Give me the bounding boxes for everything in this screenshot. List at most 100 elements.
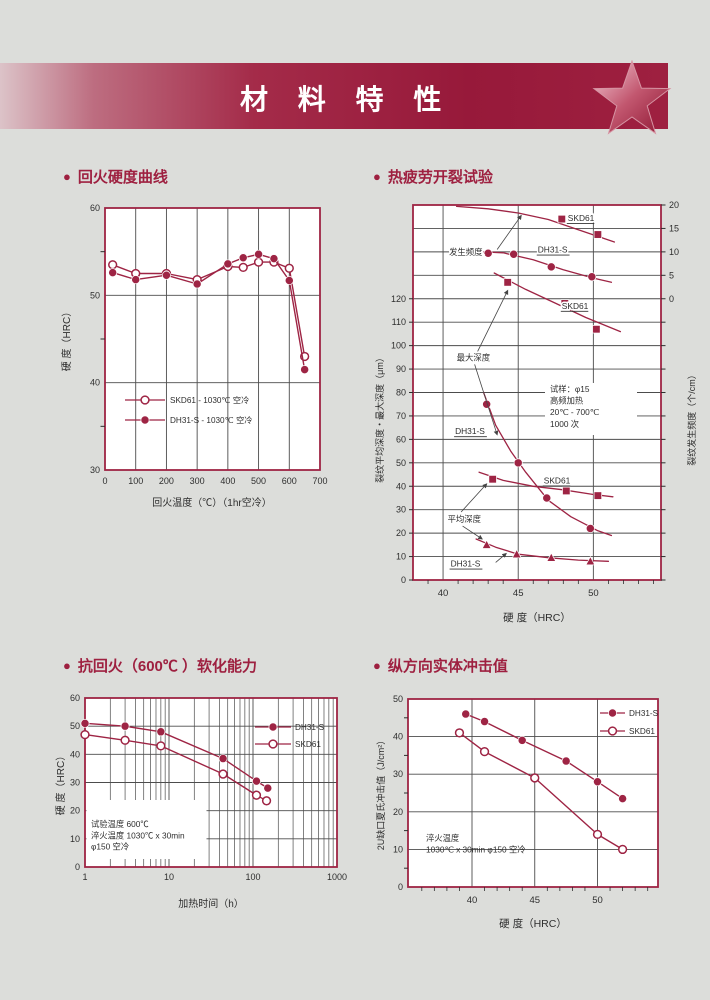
y-tick-label: 0: [398, 882, 403, 892]
x-tick-label: 50: [592, 895, 603, 906]
x-tick-label: 45: [529, 895, 540, 906]
data-point-filled-circle: [161, 270, 171, 280]
y-tick-label: 30: [90, 465, 100, 475]
series-curve: [475, 538, 610, 562]
data-point-filled-circle: [482, 399, 492, 409]
x-tick-label: 1: [82, 872, 87, 882]
data-point-square: [557, 214, 566, 224]
annotation-label: DH31-S: [538, 245, 568, 255]
legend-label: SKD61: [295, 740, 321, 749]
note-line: 1030℃ x 30min φ150 空冷: [426, 845, 526, 855]
x-tick-label: 500: [251, 476, 266, 486]
annotation-label: SKD61: [568, 213, 595, 223]
data-point-open-circle: [284, 263, 294, 273]
note-line: 淬火温度: [426, 833, 459, 843]
data-point-open-circle: [530, 773, 540, 783]
section-title-text: 热疲劳开裂试验: [387, 169, 493, 186]
note-line: 1000 次: [550, 419, 579, 429]
annotation-label: SKD61: [562, 301, 589, 311]
chart-text: 硬 度（HRC）: [60, 307, 73, 371]
data-point-filled-circle: [269, 254, 279, 264]
annotation-label: DH31-S: [451, 559, 481, 569]
annotation-arrow: [496, 214, 522, 250]
y-tick-label: 30: [393, 769, 403, 779]
y-tick-label: 50: [70, 721, 80, 731]
data-point-filled-circle: [483, 248, 493, 258]
left-tick-label: 40: [396, 481, 406, 491]
bullet-icon: ●: [63, 169, 71, 184]
y-tick-label: 10: [393, 844, 403, 854]
data-point-open-circle: [617, 844, 628, 855]
data-point-filled-circle: [223, 259, 233, 269]
note-line: 高频加热: [550, 396, 584, 406]
data-point-filled-circle: [546, 262, 556, 272]
data-point-open-circle: [592, 829, 603, 840]
data-point-open-circle: [108, 260, 118, 270]
star-icon: [592, 60, 672, 135]
data-point-open-circle: [120, 735, 130, 745]
x-axis-title: 回火温度（℃）（1hr空冷）: [152, 496, 271, 509]
data-point-filled-circle: [542, 493, 552, 503]
right-tick-label: 0: [669, 294, 674, 304]
data-point-square: [592, 325, 601, 334]
data-point-triangle: [481, 539, 492, 549]
data-point-filled-circle: [585, 523, 595, 533]
data-point-triangle: [546, 552, 557, 562]
data-point-filled-circle: [80, 718, 90, 728]
chart-text: 硬 度（HRC）: [54, 751, 67, 815]
note-line: 试样：φ15: [550, 384, 590, 394]
legend-label: SKD61: [629, 727, 655, 736]
data-point-square: [503, 278, 512, 287]
chart-text: 裂纹平均深度・最大深度（μm）: [374, 353, 385, 483]
data-point-filled-circle: [108, 268, 118, 278]
data-point-open-circle: [140, 395, 150, 405]
data-point-square: [593, 230, 603, 239]
annotation-arrow: [477, 289, 509, 352]
plot-frame: [84, 697, 338, 868]
data-point-open-circle: [218, 769, 228, 779]
data-point-filled-circle: [461, 709, 471, 719]
data-point-filled-circle: [254, 249, 264, 259]
x-tick-label: 40: [438, 588, 449, 599]
y-tick-label: 10: [70, 834, 80, 844]
data-point-filled-circle: [131, 275, 141, 285]
section-title-text: 纵方向实体冲击值: [387, 658, 508, 675]
y-tick-label: 20: [393, 807, 403, 817]
left-tick-label: 0: [401, 575, 406, 585]
data-point-open-circle: [156, 741, 166, 751]
star-shape: [592, 60, 672, 135]
data-point-open-circle: [268, 739, 278, 749]
data-point-square: [593, 491, 603, 500]
series-curve: [455, 205, 616, 243]
data-point-square: [560, 299, 569, 308]
data-point-open-circle: [253, 257, 264, 267]
left-tick-label: 60: [396, 434, 406, 444]
note-line: 试验温度 600℃: [91, 819, 149, 829]
data-point-filled-circle: [593, 777, 602, 787]
data-point-filled-circle: [284, 276, 294, 285]
section-title-tempering: ● 回火硬度曲线: [63, 166, 168, 187]
legend-label: DH31-S - 1030℃ 空冷: [170, 415, 252, 425]
annotation-label: 发生频度: [449, 247, 483, 257]
plot-area: [408, 699, 658, 887]
note-backdrop: [545, 383, 637, 435]
data-point-triangle: [511, 548, 522, 559]
left-tick-label: 30: [396, 505, 406, 515]
header-banner: 材 料 特 性: [0, 60, 672, 135]
data-point-open-circle: [454, 728, 465, 738]
data-point-filled-circle: [140, 415, 150, 425]
left-tick-label: 70: [396, 411, 406, 421]
data-point-filled-circle: [561, 756, 571, 766]
data-point-open-circle: [261, 796, 272, 806]
data-point-filled-circle: [513, 458, 523, 468]
x-tick-label: 0: [102, 476, 107, 486]
annotation-arrow: [462, 525, 483, 540]
data-point-filled-circle: [218, 754, 228, 764]
x-tick-label: 100: [128, 476, 143, 486]
right-tick-label: 10: [669, 247, 679, 257]
annotation-label: 最大深度: [457, 352, 491, 362]
legend-label: DH31-S: [629, 709, 659, 718]
